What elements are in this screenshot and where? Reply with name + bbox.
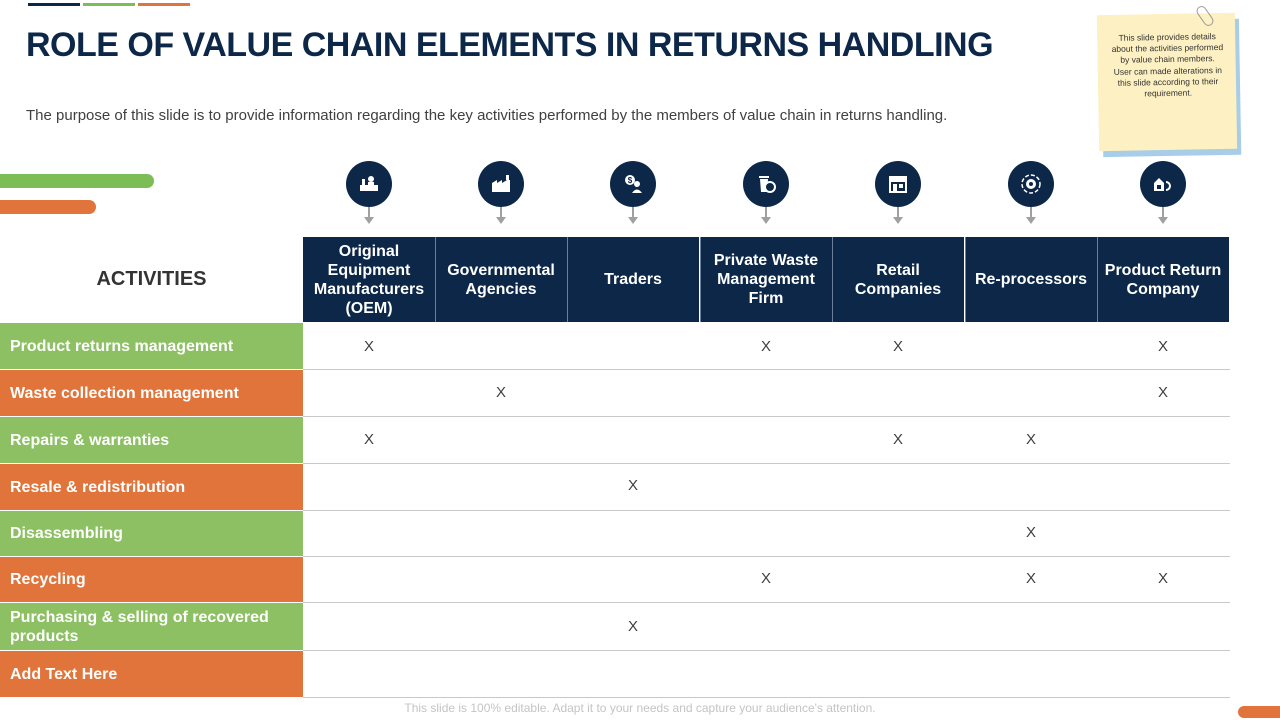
column-icon-product-return — [1097, 161, 1229, 227]
column-header-retail: Retail Companies — [832, 237, 964, 322]
table-cell: X — [627, 618, 638, 635]
svg-text:$: $ — [628, 176, 633, 185]
row-divider — [303, 416, 1230, 417]
table-cell: X — [495, 384, 506, 401]
column-icon-traders: $ — [567, 161, 699, 227]
sticky-note[interactable]: This slide provides details about the ac… — [1096, 12, 1238, 152]
sticky-note-text: This slide provides details about the ac… — [1111, 31, 1224, 99]
row-divider — [303, 602, 1230, 603]
table-cell: X — [363, 431, 374, 448]
table-cell: X — [892, 338, 903, 355]
activities-header: ACTIVITIES — [96, 268, 207, 290]
table-cell: X — [760, 570, 771, 587]
table-row-label: Waste collection management — [0, 370, 303, 416]
header-divider — [435, 237, 436, 322]
table-row-label: Resale & redistribution — [0, 464, 303, 510]
table-cell: X — [1157, 384, 1168, 401]
column-header-traders: Traders — [567, 237, 699, 322]
row-divider — [303, 510, 1230, 511]
table-cell: X — [1157, 570, 1168, 587]
government-building-icon — [478, 161, 524, 207]
slide-title: ROLE OF VALUE CHAIN ELEMENTS IN RETURNS … — [26, 26, 994, 64]
row-divider — [303, 556, 1230, 557]
header-divider — [832, 237, 833, 322]
column-header-reprocessors: Re-processors — [965, 237, 1097, 322]
row-divider — [303, 650, 1230, 651]
decorative-bar-orange — [0, 200, 96, 214]
header-divider — [700, 237, 701, 322]
column-header-oem: Original Equipment Manufacturers (OEM) — [303, 237, 435, 322]
table-row-label: Add Text Here — [0, 651, 303, 697]
column-icon-retail — [832, 161, 964, 227]
waste-bin-recycle-icon — [743, 161, 789, 207]
row-divider — [303, 697, 1230, 698]
table-cell: X — [1025, 524, 1036, 541]
header-divider — [965, 237, 966, 322]
factory-worker-icon — [346, 161, 392, 207]
top-accent-bar-green — [83, 3, 135, 6]
table-row-label: Purchasing & selling of recovered produc… — [0, 603, 303, 650]
top-accent-bar-navy — [28, 3, 80, 6]
gear-cycle-icon — [1008, 161, 1054, 207]
return-box-icon — [1140, 161, 1186, 207]
row-divider — [303, 463, 1230, 464]
table-cell: X — [892, 431, 903, 448]
column-icon-government — [435, 161, 567, 227]
decorative-bar-bottom-right — [1238, 706, 1280, 718]
table-cell: X — [1025, 570, 1036, 587]
table-cell: X — [760, 338, 771, 355]
retail-store-icon — [875, 161, 921, 207]
footer-note: This slide is 100% editable. Adapt it to… — [404, 701, 876, 715]
table-cell: X — [363, 338, 374, 355]
table-row-label: Recycling — [0, 557, 303, 602]
table-row-label: Disassembling — [0, 511, 303, 556]
top-accent-bar-orange — [138, 3, 190, 6]
decorative-bar-green — [0, 174, 154, 188]
table-cell: X — [1157, 338, 1168, 355]
slide-subtitle: The purpose of this slide is to provide … — [26, 107, 948, 124]
column-header-government: Governmental Agencies — [435, 237, 567, 322]
header-divider — [567, 237, 568, 322]
trader-dollar-icon: $ — [610, 161, 656, 207]
table-row-label: Repairs & warranties — [0, 417, 303, 463]
column-icon-reprocessors — [965, 161, 1097, 227]
row-divider — [303, 369, 1230, 370]
table-cell: X — [1025, 431, 1036, 448]
column-header-waste: Private Waste Management Firm — [700, 237, 832, 322]
table-cell: X — [627, 477, 638, 494]
column-header-product-return: Product Return Company — [1097, 237, 1229, 322]
column-icon-waste — [700, 161, 832, 227]
header-divider — [1097, 237, 1098, 322]
column-icon-oem — [303, 161, 435, 227]
table-row-label: Product returns management — [0, 323, 303, 369]
